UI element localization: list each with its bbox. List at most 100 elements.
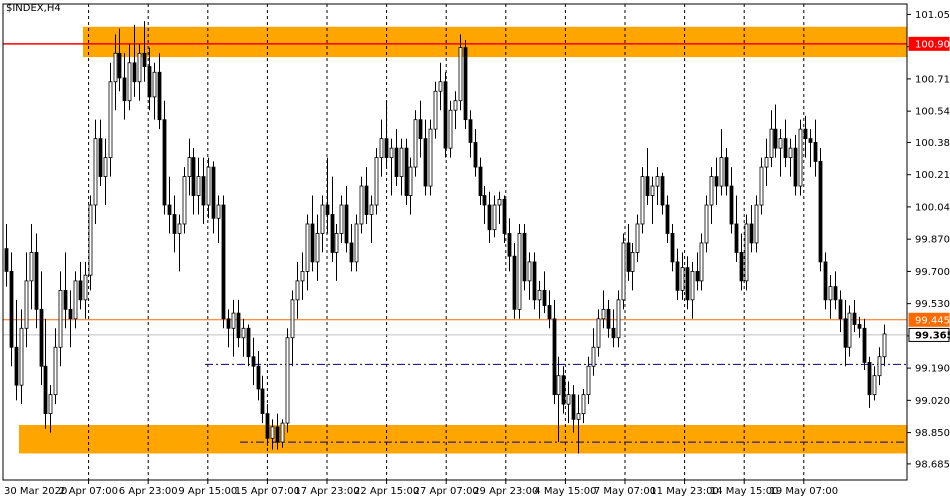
candle-body: [384, 138, 389, 159]
candle: [823, 252, 828, 310]
candle: [389, 138, 394, 196]
candle-body: [108, 81, 113, 159]
candle: [571, 385, 576, 433]
candle-body: [556, 375, 561, 396]
candle: [665, 195, 670, 243]
candle-body: [680, 267, 685, 291]
candle: [39, 271, 44, 386]
candle: [394, 129, 399, 187]
candle: [320, 195, 325, 253]
candle: [838, 290, 843, 333]
candle-body: [877, 356, 882, 377]
candle: [117, 28, 122, 92]
candle: [680, 252, 685, 300]
price-label-box: [908, 312, 950, 327]
candle-body: [778, 138, 783, 149]
candle-body: [241, 327, 246, 339]
candle: [586, 356, 591, 405]
candle: [847, 305, 852, 357]
candle-body: [630, 252, 635, 272]
candle-body: [285, 337, 290, 424]
candle-body: [547, 305, 552, 320]
candle: [325, 157, 330, 234]
candle: [448, 100, 453, 158]
candle: [739, 233, 744, 291]
candle: [527, 252, 532, 300]
candle: [699, 233, 704, 291]
candle-body: [413, 119, 418, 168]
candle-body: [645, 176, 650, 196]
candle: [206, 157, 211, 219]
candle-body: [305, 223, 310, 272]
candle-body: [813, 142, 818, 162]
x-tick-label: 14 May 15:00: [710, 486, 779, 497]
candle: [43, 318, 48, 429]
candle: [453, 91, 458, 130]
candle: [369, 195, 374, 243]
candle-body: [453, 100, 458, 111]
candle-body: [517, 233, 522, 310]
candle-body: [280, 422, 285, 443]
candle: [364, 167, 369, 224]
candle: [828, 275, 833, 319]
candle-body: [783, 138, 788, 159]
candle: [803, 115, 808, 158]
candle-body: [478, 166, 483, 196]
candle-body: [675, 261, 680, 291]
candle-body: [221, 204, 226, 320]
candle-body: [852, 312, 857, 325]
candle: [113, 34, 118, 111]
candle: [813, 119, 818, 177]
candle-body: [418, 119, 423, 140]
candle: [798, 119, 803, 196]
candle: [177, 214, 182, 272]
candle: [34, 233, 39, 329]
y-tick-label: 100.380: [915, 138, 950, 149]
candle: [522, 223, 527, 291]
candle-body: [670, 233, 675, 263]
candle: [413, 110, 418, 177]
y-tick-label: 99.530: [915, 299, 950, 310]
candle-body: [739, 252, 744, 282]
candle-body: [78, 280, 83, 301]
candle: [704, 195, 709, 253]
candle-body: [596, 318, 601, 348]
candle: [93, 119, 98, 224]
candle: [734, 195, 739, 262]
candle: [660, 172, 665, 215]
candle-body: [828, 286, 833, 301]
candle: [670, 223, 675, 272]
candle: [561, 366, 566, 414]
candle-body: [482, 195, 487, 206]
candle: [251, 337, 256, 386]
candle-body: [665, 204, 670, 234]
candle: [349, 223, 354, 272]
candle: [655, 167, 660, 206]
candle-body: [843, 318, 848, 348]
candle-body: [246, 327, 251, 358]
candle-body: [626, 242, 631, 272]
candle-body: [295, 280, 300, 301]
candle-body: [769, 128, 774, 159]
candle: [635, 214, 640, 262]
candle: [778, 129, 783, 177]
candle: [418, 100, 423, 158]
candle: [512, 242, 517, 319]
candle-body: [838, 299, 843, 320]
candle-body: [759, 166, 764, 206]
candle-body: [177, 223, 182, 234]
candle-body: [4, 248, 9, 272]
candle-body: [793, 147, 798, 187]
candle: [384, 100, 389, 168]
candle-body: [187, 157, 192, 177]
candle-body: [88, 204, 93, 276]
candle: [63, 252, 68, 329]
candle: [744, 214, 749, 291]
y-tick-label: 98.685: [915, 459, 950, 470]
candle-body: [389, 147, 394, 159]
candle-body: [19, 327, 24, 386]
candle: [98, 119, 103, 187]
candle: [566, 381, 571, 424]
candle: [497, 191, 502, 224]
